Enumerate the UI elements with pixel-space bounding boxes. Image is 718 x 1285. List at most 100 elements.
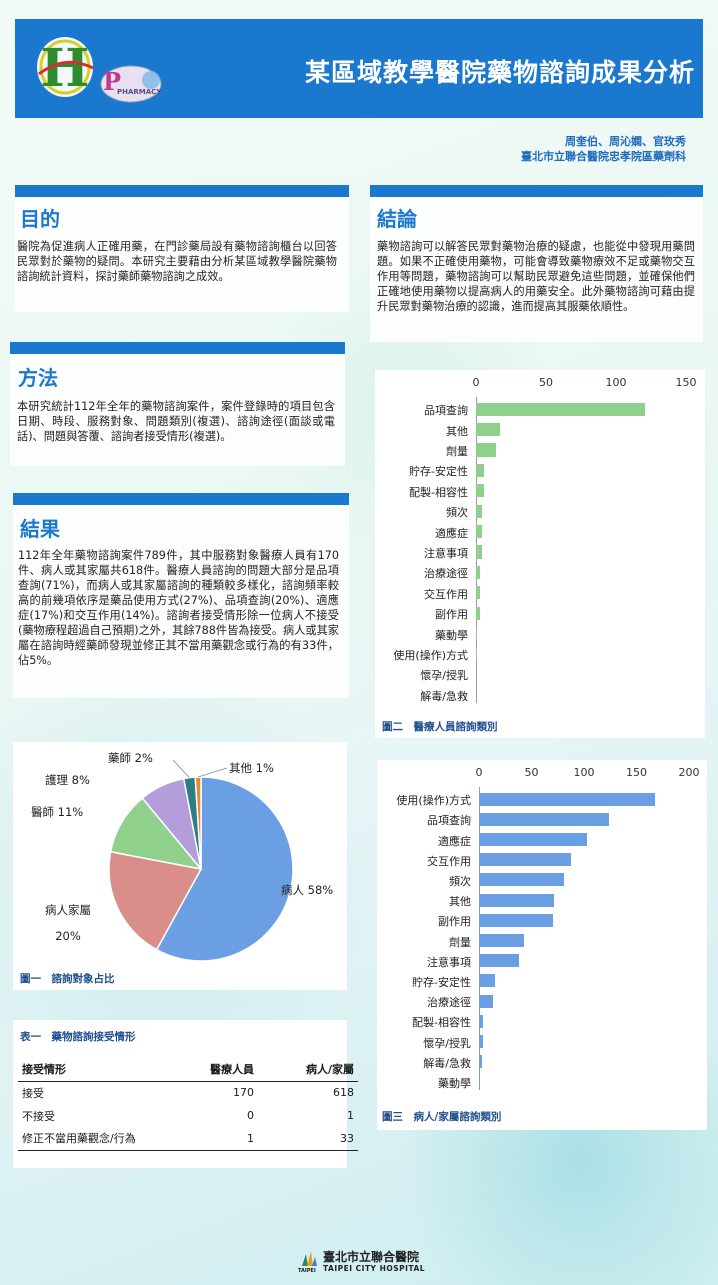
pie-leader-line <box>197 767 228 778</box>
category-label: 劑量 <box>446 445 468 458</box>
category-label: 交互作用 <box>424 587 468 601</box>
pie-label-0: 病人 58% <box>281 883 334 897</box>
table-header-row: 接受情形 醫療人員 病人/家屬 <box>18 1058 358 1082</box>
bar <box>476 545 482 559</box>
staff-bar-chart-panel: 0 50 100 150 品項查詢 其他 劑量 貯存-安定性 配製-相容性 頻次 適應症 注意事項 治療… <box>375 370 705 738</box>
pie-label-5: 其他 1% <box>229 761 274 775</box>
bar <box>479 913 553 927</box>
category-label: 懷孕/授乳 <box>420 669 468 683</box>
pie-slice-0 <box>155 776 294 962</box>
bar <box>476 627 478 641</box>
bar <box>479 853 572 867</box>
category-label: 配製-相容性 <box>412 1016 471 1030</box>
category-label: 交互作用 <box>427 854 471 868</box>
table-row: 接受 170 618 <box>18 1081 358 1104</box>
results-bar <box>13 493 349 505</box>
table-cell: 不接受 <box>22 1109 55 1123</box>
table-row: 修正不當用藥觀念/行為 1 33 <box>18 1127 358 1151</box>
category-label: 頻次 <box>449 874 471 888</box>
bar <box>479 1055 483 1069</box>
patient-bar-caption: 圖三 病人/家屬諮詢類別 <box>382 1111 502 1123</box>
footer-name-en: TAIPEI CITY HOSPITAL <box>323 1264 426 1273</box>
table-header-cell: 接受情形 <box>18 1058 168 1082</box>
pie-label-1: 病人家屬 20% <box>45 903 91 943</box>
category-label: 注意事項 <box>424 547 468 560</box>
table-header-cell: 病人/家屬 <box>258 1058 358 1082</box>
patient-bar-chart-panel: 0 50 100 150 200 使用(操作)方式 品項查詢 適應症 交互作用 頻次 其他 副作用 劑量… <box>377 760 707 1130</box>
pie-slice-5 <box>194 776 202 870</box>
table-cell: 618 <box>333 1086 354 1100</box>
category-label: 解毒/急救 <box>423 1056 471 1070</box>
category-label: 貯存-安定性 <box>409 465 468 479</box>
method-text: 本研究統計112年全年的藥物諮詢案件，案件登錄時的項目包含日期、時段、服務對象、… <box>17 400 335 443</box>
category-label: 藥動學 <box>435 628 468 642</box>
category-label: 注意事項 <box>427 955 471 969</box>
purpose-panel <box>15 197 349 312</box>
author-names: 周奎伯、周沁嫻、官玫秀 <box>565 135 686 148</box>
staff-bar-caption: 圖二 醫療人員諮詢類別 <box>382 721 498 733</box>
table-caption: 表一 藥物諮詢接受情形 <box>20 1031 136 1043</box>
table-cell: 修正不當用藥觀念/行為 <box>18 1127 168 1151</box>
category-label: 懷孕/授乳 <box>423 1036 471 1050</box>
pie-caption: 圖一 諮詢對象占比 <box>20 973 115 985</box>
bar <box>479 1014 484 1028</box>
bar <box>479 792 656 806</box>
axis-tick-label: 100 <box>605 376 627 389</box>
purpose-bar <box>15 185 349 197</box>
conclusion-panel <box>370 197 703 342</box>
bar <box>479 994 493 1008</box>
category-label: 治療途徑 <box>427 996 471 1010</box>
footer-mark: TAIPEI <box>298 1268 316 1274</box>
bar <box>476 565 481 579</box>
category-label: 藥動學 <box>438 1076 471 1090</box>
category-label: 劑量 <box>449 935 471 949</box>
purpose-text: 醫院為促進病人正確用藥，在門診藥局設有藥物諮詢櫃台以回答民眾對於藥物的疑問。本研… <box>17 240 337 283</box>
category-label: 適應症 <box>438 834 471 848</box>
bar <box>479 934 525 947</box>
table-cell: 接受 <box>22 1086 44 1100</box>
bar <box>476 463 485 477</box>
table-header-cell: 醫療人員 <box>168 1058 258 1082</box>
page-title: 某區域教學醫院藥物諮詢成果分析 <box>304 58 695 87</box>
category-label: 頻次 <box>446 506 468 520</box>
author-affiliation: 臺北市立聯合醫院忠孝院區藥劑科 <box>521 150 686 163</box>
axis-tick-label: 150 <box>675 376 697 389</box>
axis-tick-label: 100 <box>573 766 595 779</box>
category-label: 使用(操作)方式 <box>393 649 468 662</box>
table-cell: 1 <box>347 1109 354 1122</box>
table-cell: 33 <box>258 1127 358 1151</box>
axis-tick-label: 50 <box>539 376 553 389</box>
bar <box>476 586 481 600</box>
hospital-pharmacy-logo: H P PHARMACY <box>25 24 165 114</box>
table-cell: 1 <box>168 1127 258 1151</box>
footer-hospital-logo: TAIPEI 臺北市立聯合醫院 TAIPEI CITY HOSPITAL <box>298 1248 428 1278</box>
axis-tick-label: 200 <box>678 766 700 779</box>
method-title: 方法 <box>18 366 58 390</box>
bar <box>476 484 485 498</box>
bar <box>476 402 646 416</box>
pie-leader-line <box>172 759 190 778</box>
authors-block: 周奎伯、周沁嫻、官玫秀 臺北市立聯合醫院忠孝院區藥劑科 <box>521 134 686 164</box>
category-label: 使用(操作)方式 <box>396 794 471 808</box>
axis-tick-label: 0 <box>475 766 483 779</box>
method-bar <box>10 342 345 354</box>
bar <box>479 974 495 988</box>
method-panel <box>10 354 345 466</box>
category-label: 副作用 <box>438 915 471 929</box>
category-label: 適應症 <box>435 526 468 540</box>
bar <box>479 954 519 968</box>
bar <box>479 833 588 846</box>
pie-slice-1 <box>108 850 203 951</box>
category-label: 品項查詢 <box>424 404 468 418</box>
svg-text:P: P <box>103 67 121 96</box>
purpose-title: 目的 <box>20 207 60 231</box>
category-label: 解毒/急救 <box>420 689 468 703</box>
table-cell: 0 <box>247 1109 254 1122</box>
pie-chart-panel: 病人 58% 病人家屬 20% 醫師 11% 護理 8% 藥師 2% 其他 1% <box>13 742 347 990</box>
svg-text:PHARMACY: PHARMACY <box>117 88 162 96</box>
conclusion-title: 結論 <box>377 207 417 231</box>
category-label: 配製-相容性 <box>409 485 468 499</box>
bar <box>476 504 482 518</box>
bar <box>479 873 565 887</box>
bar <box>479 1075 481 1089</box>
